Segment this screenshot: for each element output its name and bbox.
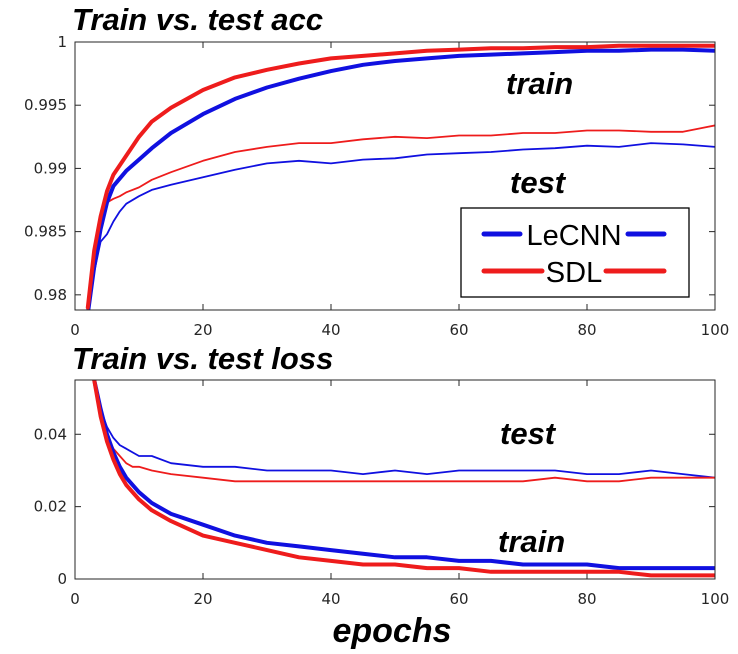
- loss-y-tick-label: 0: [57, 570, 67, 588]
- loss-annotation-train: train: [498, 524, 565, 559]
- accuracy-y-tick-label: 0.99: [34, 159, 67, 177]
- loss-chart: Train vs. test loss 0 20 40 60 80 100 0 0.02 0.0…: [34, 341, 730, 650]
- loss-x-tick-label: 100: [701, 590, 730, 608]
- loss-y-tick-label: 0.02: [34, 498, 67, 516]
- loss-axis-ticks: 0 20 40 60 80 100 0 0.02 0.04: [34, 380, 730, 608]
- legend-label-sdl: SDL: [546, 257, 602, 289]
- loss-x-tick-label: 60: [449, 590, 468, 608]
- loss-x-tick-label: 40: [321, 590, 340, 608]
- loss-x-tick-label: 0: [70, 590, 80, 608]
- loss-sdl-train-line: [92, 380, 715, 578]
- accuracy-y-tick-label: 1: [57, 33, 67, 51]
- accuracy-y-tick-label: 0.985: [24, 223, 67, 241]
- legend: LeCNN SDL: [460, 207, 690, 298]
- loss-series: [92, 380, 715, 578]
- accuracy-x-tick-label: 20: [193, 321, 212, 339]
- accuracy-x-tick-label: 0: [70, 321, 80, 339]
- accuracy-x-tick-label: 80: [577, 321, 596, 339]
- loss-plot-frame: [74, 379, 716, 580]
- accuracy-annotation-test: test: [510, 165, 567, 200]
- accuracy-series: [85, 43, 715, 310]
- accuracy-x-tick-label: 100: [701, 321, 730, 339]
- loss-chart-title: Train vs. test loss: [72, 341, 333, 376]
- accuracy-annotation-train: train: [506, 66, 573, 101]
- legend-box: [460, 207, 690, 298]
- accuracy-lecnn-test-line: [87, 142, 715, 310]
- loss-lecnn-train-line: [92, 380, 715, 571]
- accuracy-axis-ticks: 0 20 40 60 80 100 0.98 0.985 0.99 0.995 1: [24, 33, 729, 339]
- x-axis-label: epochs: [332, 612, 451, 650]
- accuracy-plot-frame: [74, 41, 716, 311]
- loss-sdl-test-line: [93, 380, 715, 483]
- loss-x-tick-label: 20: [193, 590, 212, 608]
- accuracy-chart: Train vs. test acc 0 20 40 60 80 100 0.98 0.985…: [24, 2, 729, 339]
- accuracy-y-tick-label: 0.98: [34, 286, 67, 304]
- loss-annotation-test: test: [500, 416, 557, 451]
- accuracy-x-tick-label: 60: [449, 321, 468, 339]
- accuracy-y-tick-label: 0.995: [24, 96, 67, 114]
- loss-lecnn-test-line: [93, 380, 715, 479]
- accuracy-sdl-train-line: [85, 43, 715, 310]
- loss-x-tick-label: 80: [577, 590, 596, 608]
- accuracy-chart-title: Train vs. test acc: [72, 2, 323, 37]
- accuracy-sdl-test-line: [86, 124, 715, 309]
- loss-y-tick-label: 0.04: [34, 425, 67, 443]
- accuracy-x-tick-label: 40: [321, 321, 340, 339]
- legend-label-lecnn: LeCNN: [526, 220, 621, 252]
- accuracy-lecnn-train-line: [86, 47, 715, 310]
